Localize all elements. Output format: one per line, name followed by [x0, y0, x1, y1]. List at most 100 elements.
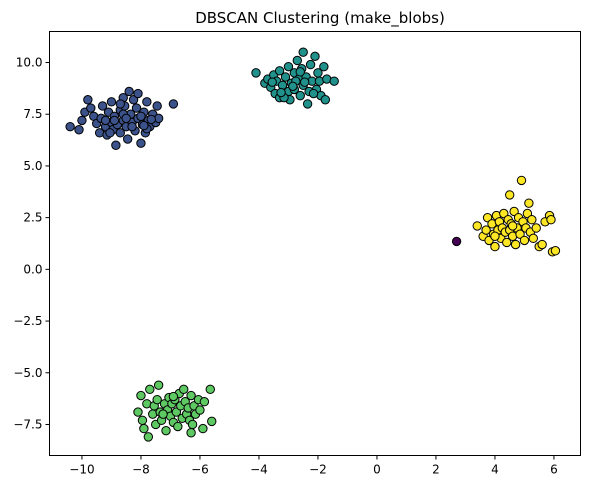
data-point-cluster-2	[288, 81, 298, 92]
data-point-cluster-1	[111, 140, 121, 150]
y-tick-label: 10.0	[16, 56, 43, 70]
x-tick-label: 0	[373, 463, 381, 477]
data-point-cluster-1	[142, 97, 152, 107]
y-tick-label: 7.5	[23, 107, 42, 121]
data-point-cluster-1	[65, 121, 75, 132]
data-point-cluster-3	[173, 421, 183, 432]
data-point-cluster-1	[106, 97, 117, 107]
data-point-cluster-4	[537, 239, 547, 250]
data-point-cluster-4	[510, 239, 521, 250]
data-point-cluster-4	[519, 235, 530, 246]
data-point-cluster-2	[320, 95, 331, 105]
data-point-cluster-1	[131, 103, 142, 113]
data-point-cluster-1	[136, 138, 146, 148]
data-point-cluster-4	[481, 225, 491, 235]
data-point-cluster-3	[195, 405, 205, 415]
data-point-cluster-3	[199, 397, 210, 407]
data-point-cluster-1	[115, 99, 126, 109]
data-point-cluster-3	[153, 380, 164, 390]
data-point-cluster-4	[527, 215, 537, 225]
data-point-cluster-3	[161, 425, 171, 436]
chart-title: DBSCAN Clustering (make_blobs)	[195, 9, 445, 28]
data-point-cluster-1	[146, 114, 156, 125]
data-point-cluster-3	[139, 423, 149, 434]
data-point-cluster-1	[124, 86, 134, 97]
data-point-cluster-1	[77, 115, 87, 126]
data-point-cluster-2	[276, 87, 286, 98]
x-ticks: −10 −8 −6 −4 −2 0 2 4 6	[69, 455, 558, 477]
y-tick-label: 2.5	[23, 211, 42, 225]
data-point-cluster-1	[83, 95, 93, 105]
x-tick-label: −2	[309, 463, 327, 477]
data-point-cluster-3	[145, 384, 155, 395]
data-point-cluster-0	[451, 236, 462, 247]
x-tick-label: −10	[69, 463, 94, 477]
data-point-cluster-2	[305, 59, 316, 70]
y-tick-label: 5.0	[23, 159, 42, 173]
data-point-cluster-3	[168, 391, 179, 402]
data-point-cluster-4	[507, 221, 518, 231]
data-point-cluster-2	[295, 67, 305, 77]
x-tick-label: 4	[491, 463, 499, 477]
data-point-cluster-1	[122, 134, 133, 144]
y-tick-label: −5.0	[13, 366, 42, 380]
data-point-cluster-3	[187, 419, 198, 430]
data-point-cluster-1	[105, 128, 115, 138]
data-point-cluster-1	[128, 95, 139, 105]
data-point-cluster-1	[115, 128, 126, 138]
data-point-cluster-2	[308, 88, 319, 99]
data-point-cluster-2	[310, 51, 320, 62]
data-point-cluster-4	[490, 241, 500, 252]
y-ticks: −7.5 −5.0 −2.5 0.0 2.5 5.0 7.5 10.0	[13, 56, 50, 431]
data-point-cluster-1	[121, 113, 131, 124]
data-point-cluster-1	[133, 88, 143, 99]
data-points	[65, 47, 561, 442]
data-point-cluster-4	[482, 212, 493, 223]
plot-frame	[49, 31, 581, 456]
x-tick-label: −8	[132, 463, 150, 477]
data-point-cluster-2	[251, 68, 261, 78]
data-point-cluster-4	[502, 237, 512, 248]
data-point-cluster-4	[505, 190, 515, 200]
data-point-cluster-3	[205, 384, 215, 395]
data-point-cluster-2	[302, 99, 313, 109]
data-point-cluster-4	[528, 233, 538, 244]
data-point-cluster-2	[274, 66, 285, 76]
data-point-cluster-2	[280, 72, 291, 82]
data-point-cluster-4	[550, 246, 561, 256]
data-point-cluster-4	[531, 223, 541, 233]
data-point-cluster-2	[329, 76, 339, 86]
y-tick-label: 0.0	[23, 262, 42, 276]
data-point-cluster-4	[515, 229, 525, 239]
data-point-cluster-1	[97, 101, 108, 111]
data-point-cluster-2	[295, 90, 305, 101]
data-point-cluster-4	[490, 231, 500, 241]
data-point-cluster-3	[133, 407, 143, 417]
data-point-cluster-2	[299, 77, 310, 87]
data-point-cluster-1	[127, 121, 137, 132]
x-tick-label: −4	[250, 463, 268, 477]
x-tick-label: −6	[191, 463, 209, 477]
data-point-cluster-1	[136, 111, 146, 122]
data-point-cluster-2	[267, 77, 277, 87]
data-point-cluster-1	[139, 120, 149, 131]
y-tick-label: −2.5	[13, 314, 42, 328]
data-point-cluster-4	[509, 206, 519, 217]
data-point-cluster-3	[198, 423, 208, 434]
data-point-cluster-4	[499, 208, 509, 219]
y-tick-label: −7.5	[13, 417, 42, 431]
data-point-cluster-3	[158, 409, 168, 419]
data-point-cluster-1	[86, 103, 96, 113]
data-point-cluster-3	[179, 384, 189, 395]
data-point-cluster-4	[522, 208, 533, 219]
data-point-cluster-2	[292, 55, 302, 66]
x-tick-label: 2	[432, 463, 440, 477]
data-point-cluster-3	[171, 407, 182, 417]
data-point-cluster-1	[168, 99, 179, 109]
data-point-cluster-2	[283, 61, 294, 72]
data-point-cluster-4	[524, 198, 534, 208]
data-point-cluster-4	[516, 175, 527, 186]
data-point-cluster-3	[207, 416, 217, 427]
data-point-cluster-3	[186, 390, 196, 401]
